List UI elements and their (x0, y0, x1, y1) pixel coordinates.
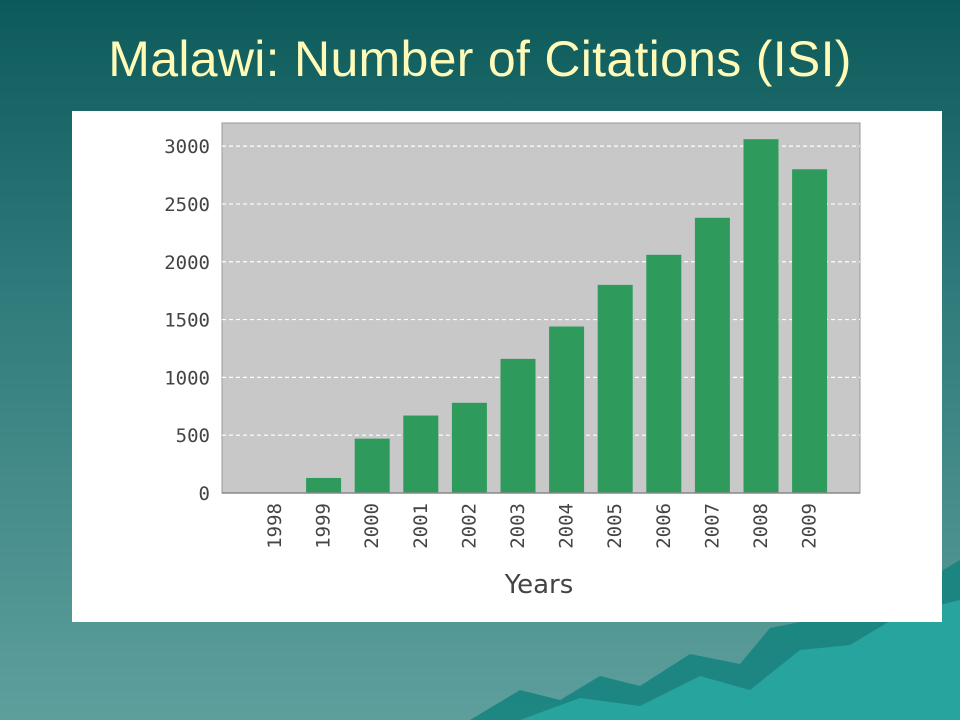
x-tick-label: 1998 (264, 503, 286, 549)
x-tick-label: 2004 (556, 503, 578, 549)
bar-2004 (549, 326, 585, 493)
x-tick-label: 2002 (458, 503, 480, 549)
x-tick-label: 2003 (507, 503, 529, 549)
y-tick-label: 2000 (164, 252, 210, 274)
bar-2007 (694, 217, 730, 493)
bars (306, 139, 828, 493)
y-tick-label: 500 (176, 425, 210, 447)
x-tick-label: 2009 (799, 503, 821, 549)
x-tick-label: 2006 (653, 503, 675, 549)
x-tick-label: 2007 (701, 503, 723, 549)
y-tick-label: 1500 (164, 310, 210, 332)
bar-2001 (403, 415, 439, 493)
bar-2009 (792, 169, 828, 493)
bar-2002 (451, 402, 487, 493)
y-tick-labels: 0 500 1000 1500 2000 2500 3000 (164, 136, 210, 505)
y-tick-label: 2500 (164, 194, 210, 216)
y-tick-label: 0 (199, 483, 210, 505)
x-tick-label: 2001 (410, 503, 432, 549)
bar-chart: 0 500 1000 1500 2000 2500 3000 1998 1999 2000 200… (164, 122, 861, 600)
bar-2008 (743, 139, 779, 493)
bar-2005 (597, 284, 633, 493)
bar-1999 (306, 477, 342, 493)
slide-title: Malawi: Number of Citations (ISI) (108, 31, 852, 87)
y-tick-label: 1000 (164, 367, 210, 389)
x-tick-label: 2000 (361, 503, 383, 549)
x-tick-label: 1999 (313, 503, 335, 549)
x-tick-labels: 1998 1999 2000 2001 2002 2003 2004 2005 2006 2007… (264, 503, 821, 549)
x-tick-label: 2005 (604, 503, 626, 549)
x-axis-label: Years (504, 570, 574, 600)
y-tick-label: 3000 (164, 136, 210, 158)
bar-2006 (646, 254, 682, 493)
bar-2003 (500, 358, 536, 493)
gridlines (222, 145, 860, 436)
chart-panel: 0 500 1000 1500 2000 2500 3000 1998 1999 2000 200… (72, 111, 942, 622)
x-tick-label: 2008 (750, 503, 772, 549)
bar-2000 (354, 438, 390, 493)
